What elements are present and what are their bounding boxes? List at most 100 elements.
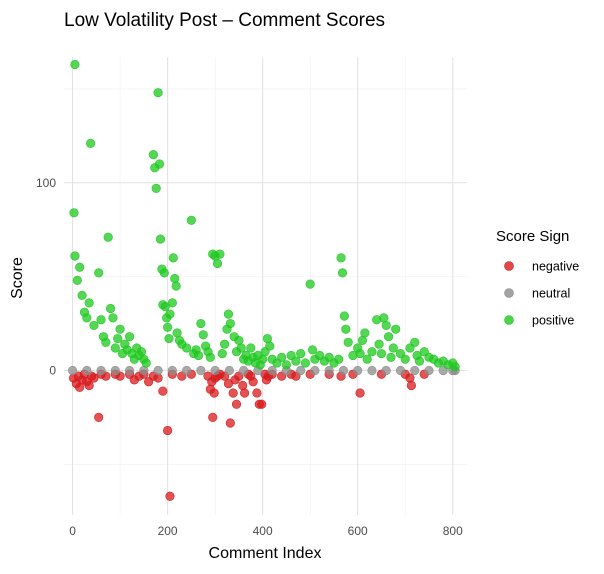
point-neutral bbox=[310, 365, 320, 376]
point-positive bbox=[336, 253, 346, 263]
point-negative bbox=[406, 380, 416, 391]
point-positive bbox=[343, 337, 353, 347]
point-positive bbox=[217, 348, 227, 359]
legend: Score Sign negative neutral positive bbox=[496, 228, 579, 329]
point-positive bbox=[94, 268, 104, 278]
point-neutral bbox=[153, 365, 163, 376]
point-neutral bbox=[324, 365, 334, 376]
point-positive bbox=[153, 88, 163, 98]
point-positive bbox=[82, 313, 92, 323]
point-positive bbox=[205, 352, 215, 362]
point-positive bbox=[96, 315, 106, 325]
point-negative bbox=[89, 373, 99, 383]
point-negative bbox=[231, 399, 242, 409]
point-positive bbox=[70, 59, 80, 70]
point-positive bbox=[167, 298, 177, 308]
point-positive bbox=[159, 268, 169, 278]
point-positive bbox=[220, 339, 230, 349]
point-positive bbox=[103, 232, 113, 242]
point-neutral bbox=[353, 365, 363, 376]
point-positive bbox=[334, 354, 344, 364]
point-positive bbox=[72, 275, 82, 285]
point-negative bbox=[84, 380, 94, 391]
chart-title: Low Volatility Post – Comment Scores bbox=[64, 10, 385, 31]
x-tick-label: 600 bbox=[348, 524, 368, 538]
point-positive bbox=[337, 268, 348, 278]
point-positive bbox=[225, 318, 235, 329]
x-tick-label: 800 bbox=[443, 524, 463, 538]
legend-label-positive: positive bbox=[532, 314, 574, 328]
point-neutral bbox=[110, 365, 120, 376]
point-positive bbox=[246, 343, 256, 353]
point-positive bbox=[115, 324, 125, 334]
point-positive bbox=[70, 251, 80, 261]
point-positive bbox=[110, 343, 120, 353]
point-positive bbox=[386, 352, 396, 362]
point-positive bbox=[376, 348, 387, 359]
point-negative bbox=[209, 388, 219, 398]
point-positive bbox=[341, 324, 351, 334]
point-negative bbox=[94, 412, 104, 422]
point-positive bbox=[124, 332, 135, 342]
point-positive bbox=[77, 290, 87, 300]
point-positive bbox=[151, 183, 161, 193]
data-points bbox=[67, 59, 460, 501]
point-neutral bbox=[239, 365, 249, 376]
point-positive bbox=[307, 345, 318, 355]
point-neutral bbox=[167, 365, 177, 376]
point-positive bbox=[400, 354, 410, 364]
point-positive bbox=[223, 309, 234, 319]
point-negative bbox=[228, 388, 238, 398]
point-positive bbox=[155, 234, 166, 244]
point-positive bbox=[148, 150, 158, 160]
x-axis-ticks: 0 200 400 600 800 bbox=[69, 524, 463, 538]
x-axis-title: Comment Index bbox=[209, 545, 322, 562]
point-positive bbox=[360, 328, 370, 338]
point-positive bbox=[105, 303, 116, 314]
point-positive bbox=[391, 324, 401, 334]
point-neutral bbox=[338, 365, 349, 376]
point-negative bbox=[257, 399, 267, 409]
point-negative bbox=[208, 412, 218, 422]
point-positive bbox=[193, 350, 204, 361]
point-positive bbox=[154, 159, 165, 169]
point-positive bbox=[212, 258, 223, 269]
legend-label-negative: negative bbox=[532, 260, 579, 274]
point-positive bbox=[281, 360, 292, 370]
point-neutral bbox=[381, 365, 391, 376]
point-positive bbox=[236, 343, 246, 353]
point-positive bbox=[362, 354, 372, 364]
point-positive bbox=[355, 348, 365, 359]
point-positive bbox=[101, 337, 111, 347]
point-negative bbox=[165, 491, 175, 501]
point-neutral bbox=[82, 365, 92, 376]
legend-swatch-neutral bbox=[504, 288, 514, 298]
point-positive bbox=[171, 281, 181, 291]
legend-swatch-negative bbox=[504, 261, 514, 271]
x-tick-label: 200 bbox=[158, 524, 178, 538]
point-positive bbox=[265, 341, 275, 351]
y-axis-ticks: 0 100 bbox=[36, 176, 56, 378]
point-negative bbox=[163, 425, 173, 436]
y-tick-label: 0 bbox=[49, 363, 56, 377]
point-positive bbox=[196, 318, 206, 329]
legend-swatch-positive bbox=[504, 315, 514, 325]
x-tick-label: 0 bbox=[69, 524, 76, 538]
point-negative bbox=[355, 388, 365, 398]
point-positive bbox=[410, 337, 420, 347]
point-neutral bbox=[210, 365, 220, 376]
point-neutral bbox=[96, 365, 106, 376]
point-negative bbox=[239, 388, 250, 398]
point-neutral bbox=[395, 365, 406, 376]
point-positive bbox=[160, 302, 170, 312]
point-positive bbox=[383, 332, 394, 342]
point-positive bbox=[277, 352, 287, 362]
point-positive bbox=[300, 358, 311, 368]
point-negative bbox=[158, 386, 168, 396]
point-positive bbox=[141, 358, 151, 368]
point-neutral bbox=[182, 365, 192, 376]
point-positive bbox=[165, 309, 175, 319]
point-positive bbox=[75, 262, 85, 272]
point-positive bbox=[414, 356, 425, 366]
y-tick-label: 100 bbox=[36, 176, 56, 190]
